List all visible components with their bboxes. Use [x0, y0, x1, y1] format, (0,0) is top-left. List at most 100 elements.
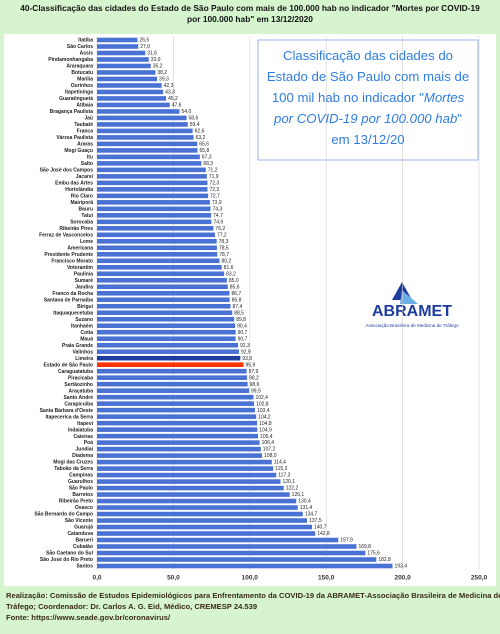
- bar: [97, 83, 162, 88]
- value-label: 65,8: [200, 148, 210, 154]
- y-tick-label: Araçatuba: [69, 388, 94, 394]
- bar: [97, 284, 228, 290]
- value-label: 122,2: [286, 486, 299, 492]
- value-label: 114,4: [274, 460, 286, 466]
- bar: [97, 498, 297, 504]
- value-label: 86,7: [231, 291, 241, 297]
- bar: [97, 303, 231, 309]
- value-label: 108,0: [264, 453, 277, 459]
- y-tick-label: Bauru: [79, 206, 93, 212]
- value-label: 134,7: [305, 512, 318, 518]
- bar: [97, 414, 257, 419]
- y-tick-label: Santa Bárbara d'Oeste: [40, 408, 94, 414]
- bar: [97, 219, 212, 225]
- y-tick-label: Várzea Paulista: [56, 135, 93, 141]
- value-label: 175,6: [367, 551, 380, 557]
- annotation-line: Classificação das cidades do: [283, 48, 453, 63]
- bar: [97, 128, 193, 134]
- bar: [97, 544, 357, 549]
- footer-line: Fonte: https://www.seade.gov.br/coronavi…: [6, 613, 171, 622]
- annotation-text: por COVID-19 por 100.000 hab: [273, 111, 457, 126]
- y-tick-label: Campinas: [69, 473, 93, 479]
- y-tick-label: Rio Claro: [71, 193, 93, 199]
- y-tick-label: Diadema: [72, 453, 93, 459]
- bar: [97, 148, 198, 153]
- value-label: 43,3: [165, 90, 175, 96]
- y-tick-label: Valinhos: [72, 349, 93, 355]
- logo-mark: [400, 290, 418, 304]
- value-label: 92,9: [241, 349, 251, 355]
- bar: [97, 511, 303, 517]
- y-tick-label: Guarujá: [74, 525, 93, 531]
- y-tick-label: Mogi das Cruzes: [53, 460, 93, 466]
- y-tick-label: Jacareí: [76, 174, 94, 180]
- y-tick-label: Jandira: [75, 284, 93, 290]
- bar: [97, 472, 277, 478]
- value-label: 90,4: [237, 323, 247, 329]
- y-tick-label: Pindamonhangaba: [48, 57, 93, 63]
- annotation-text: 100 mil hab no indicador ": [272, 90, 424, 105]
- bar: [97, 342, 239, 348]
- bar: [97, 232, 215, 238]
- bar: [97, 537, 339, 543]
- bar: [97, 446, 261, 452]
- y-tick-label: Barretos: [72, 492, 93, 498]
- y-tick-label: Itanhaém: [71, 323, 94, 329]
- y-tick-label: São Caetano do Sul: [46, 551, 94, 557]
- y-tick-label: Assis: [80, 51, 94, 57]
- value-label: 74,3: [213, 206, 223, 212]
- value-label: 74,7: [213, 213, 223, 219]
- bar: [97, 50, 146, 56]
- value-label: 72,3: [209, 187, 219, 193]
- bar: [97, 70, 156, 75]
- bar: [97, 368, 247, 374]
- value-label: 27,0: [140, 44, 150, 50]
- y-tick-label: São Vicente: [65, 518, 93, 524]
- annotation-text: em 13/12/20: [331, 132, 404, 147]
- bar: [97, 76, 158, 82]
- bar: [97, 251, 218, 257]
- y-tick-label: Araras: [77, 142, 93, 148]
- bar: [97, 57, 149, 62]
- bar: [97, 563, 393, 569]
- bar: [97, 115, 187, 121]
- bar: [97, 388, 250, 393]
- y-tick-label: Itatiba: [78, 38, 93, 44]
- y-tick-label: Atibaia: [76, 103, 93, 109]
- value-label: 67,3: [202, 155, 212, 161]
- y-tick-label: Presidente Prudente: [44, 252, 93, 258]
- y-tick-label: São Paulo: [69, 486, 93, 492]
- logo-subtitle: Associação Brasileira de Medicina de Trá…: [365, 323, 459, 328]
- annotation-line: por COVID-19 por 100.000 hab": [273, 111, 462, 126]
- annotation-text: Mortes: [424, 90, 465, 105]
- y-tick-label: Itu: [87, 155, 93, 161]
- bar: [97, 401, 255, 406]
- bar: [97, 239, 217, 244]
- bar: [97, 485, 284, 491]
- value-label: 47,6: [172, 103, 182, 109]
- y-tick-label: Araraquara: [66, 64, 93, 70]
- y-tick-label: Ribeirão Pires: [59, 226, 93, 232]
- bar: [97, 245, 217, 251]
- bar: [97, 316, 235, 322]
- value-label: 120,1: [283, 479, 296, 485]
- bar: [97, 258, 220, 264]
- y-tick-label: Barueri: [75, 538, 93, 544]
- value-label: 71,9: [209, 174, 219, 180]
- bar: [97, 381, 248, 387]
- value-label: 88,5: [234, 310, 244, 316]
- bar: [97, 479, 281, 484]
- bar: [97, 420, 258, 426]
- value-label: 42,3: [164, 83, 174, 89]
- y-tick-label: Guarulhos: [68, 479, 93, 485]
- value-label: 140,7: [314, 525, 327, 531]
- y-tick-label: Sumaré: [75, 278, 94, 284]
- y-tick-label: Mogi Guaçu: [64, 148, 93, 154]
- bar: [97, 63, 151, 69]
- y-tick-label: Poá: [84, 440, 93, 446]
- bar: [97, 466, 274, 471]
- value-label: 63,2: [196, 135, 206, 141]
- y-tick-label: Itapevi: [77, 421, 93, 427]
- logo: ABRAMET Associação Brasileira de Medicin…: [365, 282, 459, 328]
